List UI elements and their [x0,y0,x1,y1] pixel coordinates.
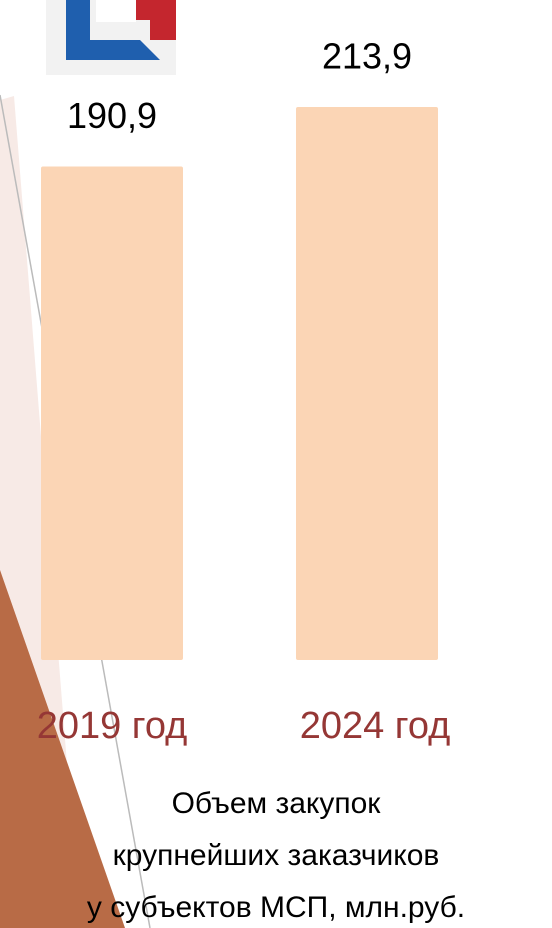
x-tick-label: 2019 год [37,705,188,747]
chart-title: Объем закупок [172,787,382,820]
chart-title: крупнейших заказчиков [113,839,440,872]
accent-triangle [0,570,125,928]
value-label: 190,9 [67,95,157,136]
bar [296,107,438,660]
value-label: 213,9 [322,36,412,77]
bar [41,166,183,660]
chart-title: у субъектов МСП, млн.руб. [87,891,465,924]
logo-blue [66,0,160,60]
x-tick-label: 2024 год [300,705,451,747]
logo-white [96,0,136,22]
decoration [0,0,176,928]
